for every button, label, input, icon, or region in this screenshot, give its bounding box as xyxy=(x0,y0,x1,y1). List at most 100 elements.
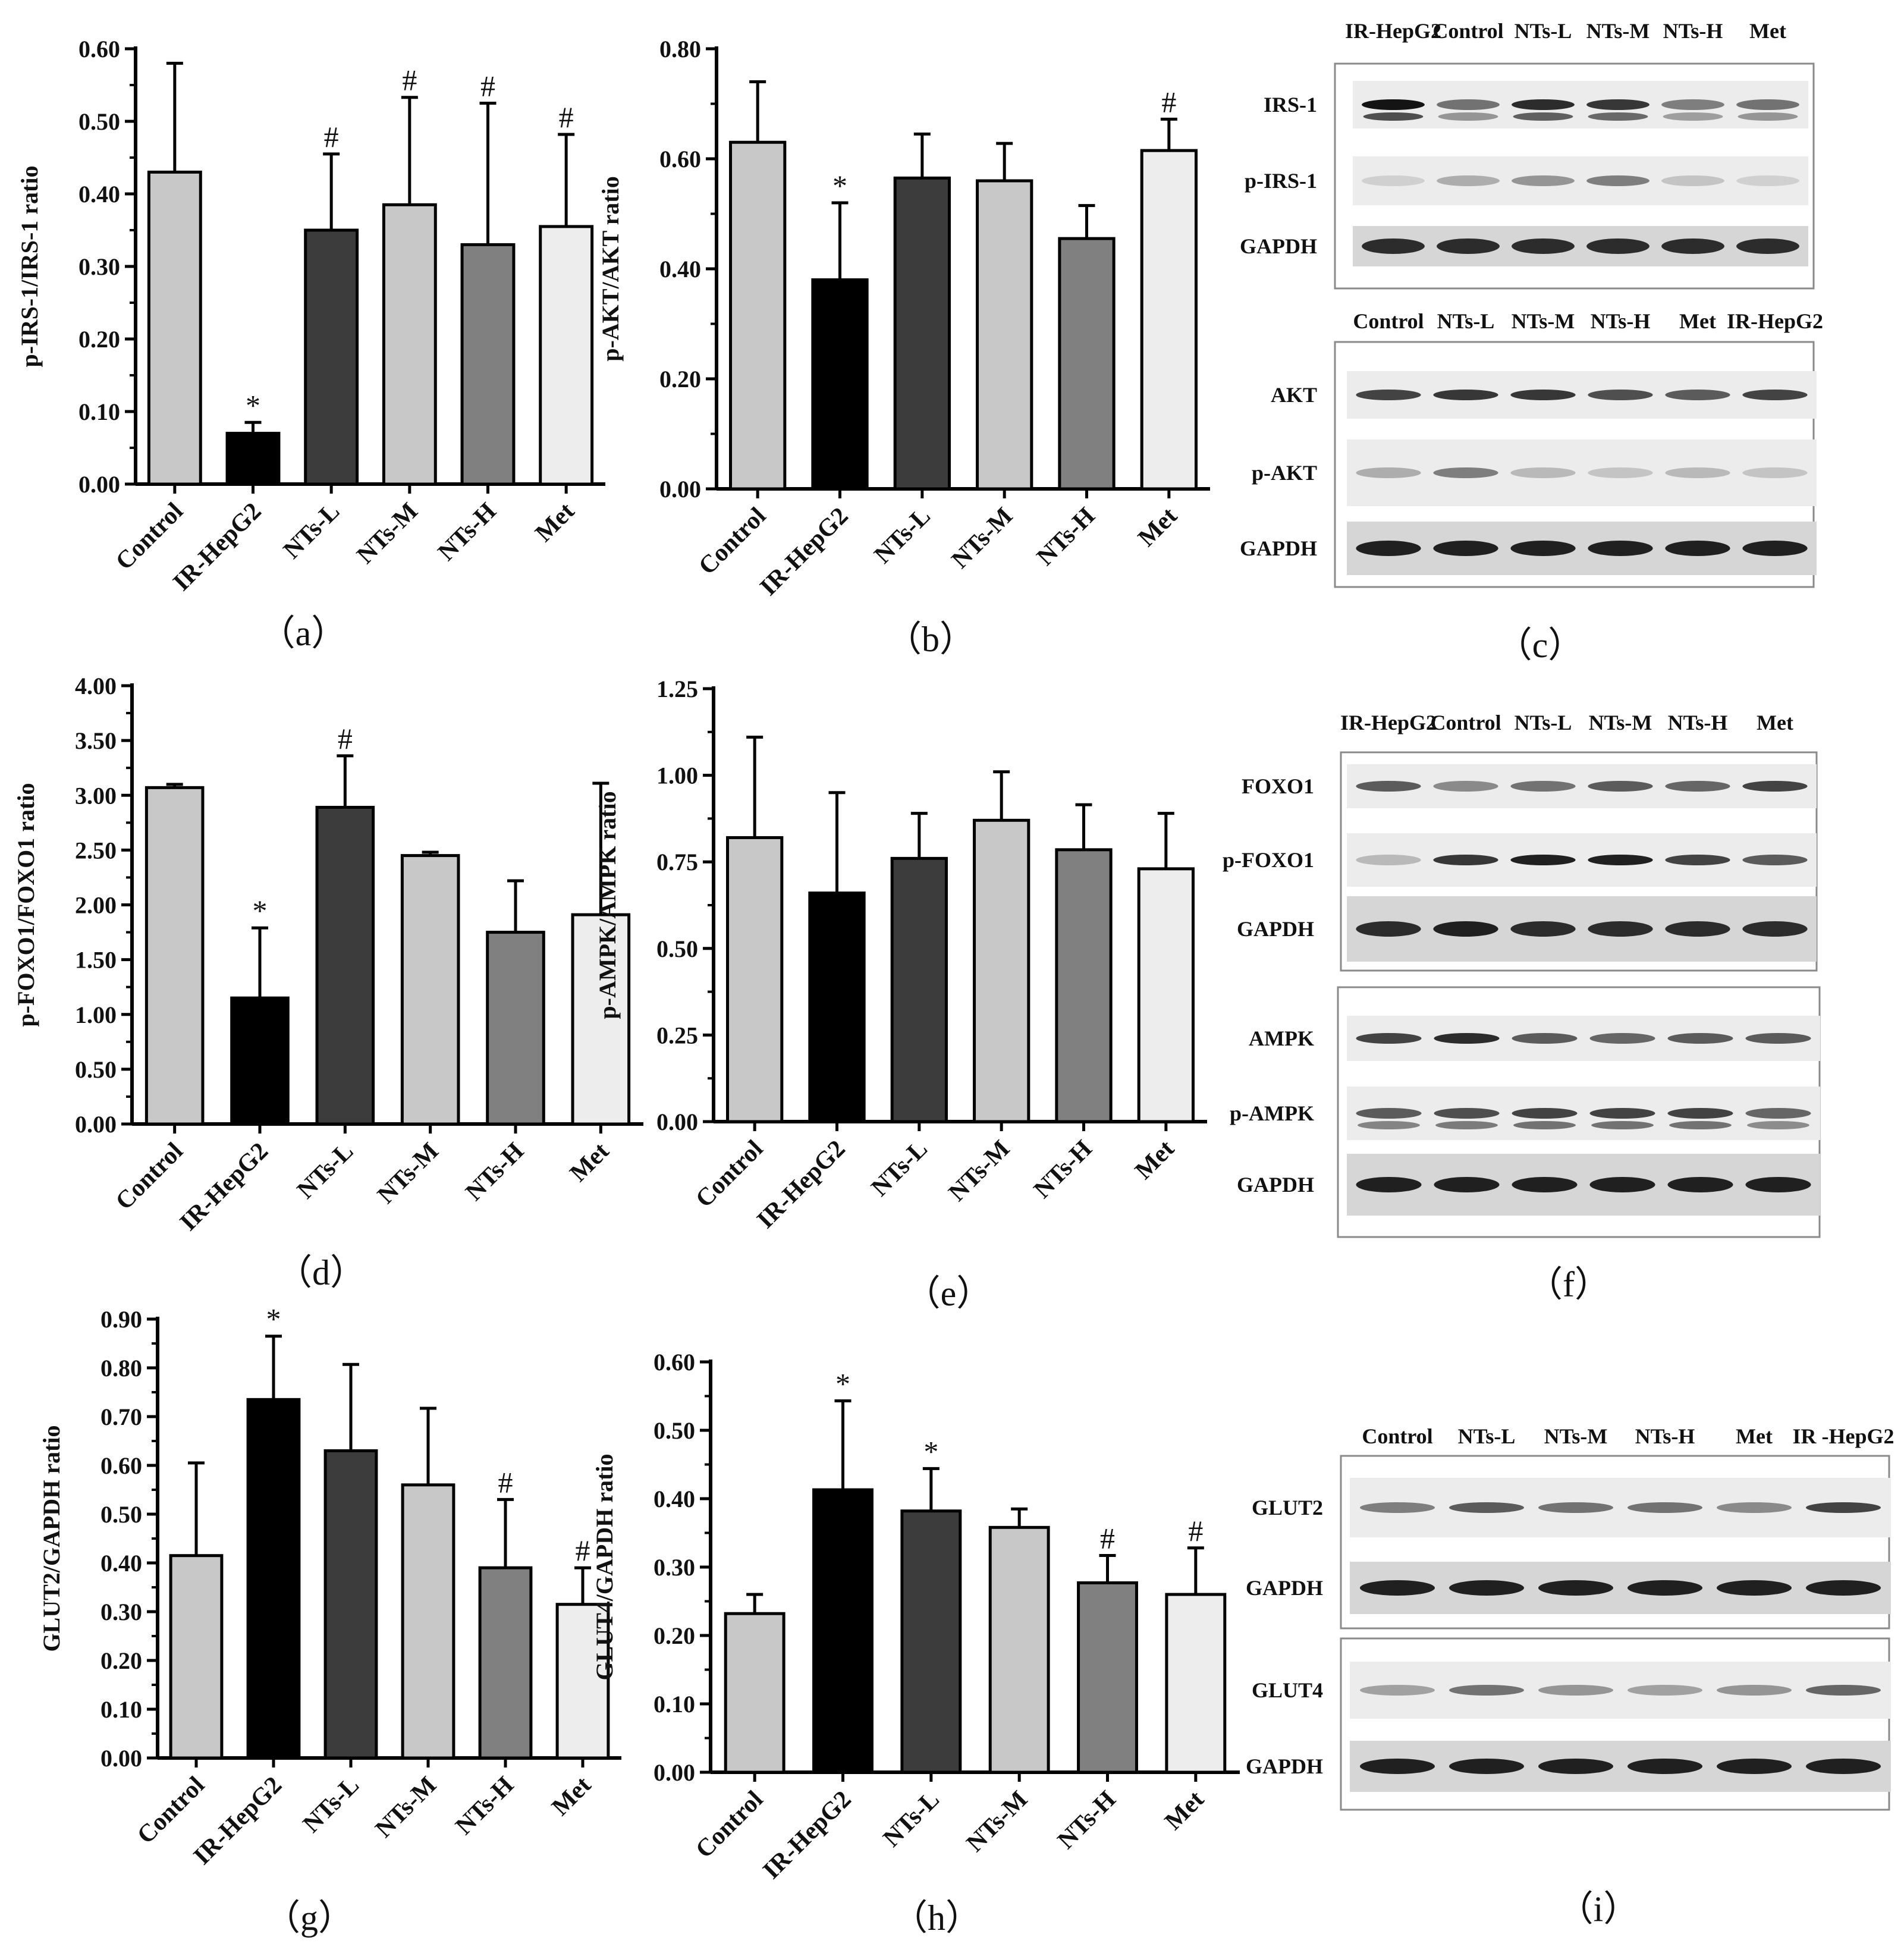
membrane-strip xyxy=(1353,156,1808,205)
significance-mark: # xyxy=(324,120,339,153)
membrane-strip xyxy=(1347,1016,1820,1061)
y-tick-label: 2.50 xyxy=(75,837,117,864)
band xyxy=(1665,390,1730,400)
membrane-strip xyxy=(1347,1154,1820,1216)
lane-label: NTs-H xyxy=(1663,19,1723,43)
significance-mark: * xyxy=(246,388,260,422)
x-tick-label: NTs-L xyxy=(292,1138,359,1204)
x-tick-label: NTs-M xyxy=(944,1135,1016,1207)
band xyxy=(1806,1580,1881,1596)
significance-mark: # xyxy=(576,1534,590,1567)
band-label: IRS-1 xyxy=(1264,93,1317,117)
band xyxy=(1745,1108,1811,1119)
bar-ir-hepg2 xyxy=(811,278,869,491)
y-tick-label: 0.00 xyxy=(653,1759,695,1786)
lane-label: NTs-H xyxy=(1591,309,1651,333)
band xyxy=(1588,467,1653,478)
significance-mark: # xyxy=(338,722,353,755)
lane-label: NTs-M xyxy=(1589,711,1652,734)
significance-mark: # xyxy=(559,101,574,134)
band xyxy=(1742,921,1808,937)
bar-nts-m xyxy=(973,818,1030,1123)
band xyxy=(1433,541,1498,556)
x-tick-label: Control xyxy=(111,1138,188,1216)
y-tick-label: 0.80 xyxy=(659,36,701,62)
panel-caption: （e） xyxy=(905,1274,992,1313)
bar-nts-m xyxy=(976,179,1033,491)
band xyxy=(1742,541,1808,556)
membrane-strip xyxy=(1347,522,1817,575)
band xyxy=(1588,390,1653,400)
band xyxy=(1661,99,1724,110)
band xyxy=(1362,175,1425,186)
significance-mark: # xyxy=(1100,1521,1115,1555)
y-tick-label: 3.50 xyxy=(75,727,117,754)
band xyxy=(1588,921,1653,937)
band xyxy=(1806,1502,1881,1513)
band-secondary xyxy=(1513,112,1573,121)
y-tick-label: 0.50 xyxy=(653,1417,695,1444)
lane-label: Control xyxy=(1432,19,1503,43)
x-tick-label: IR-HepG2 xyxy=(175,1138,274,1236)
significance-mark: * xyxy=(832,169,847,202)
x-tick-label: NTs-H xyxy=(460,1138,529,1207)
band xyxy=(1667,1108,1733,1119)
lane-label: NTs-L xyxy=(1515,711,1572,734)
band-label: p-AMPK xyxy=(1230,1101,1314,1125)
band xyxy=(1627,1580,1702,1596)
bar-nts-l xyxy=(304,228,359,486)
band xyxy=(1512,175,1575,186)
blot-panel-i: Control NTs-L NTs-M NTs-H Met IR -HepG2 GLUT2 G… xyxy=(1246,1424,1894,1929)
band xyxy=(1360,1759,1435,1774)
x-tick-label: Met xyxy=(546,1772,596,1822)
band xyxy=(1449,1759,1524,1774)
membrane-strip xyxy=(1347,896,1817,962)
bar-nts-l xyxy=(315,806,375,1126)
membrane-strip xyxy=(1350,1741,1891,1792)
band xyxy=(1589,1108,1655,1119)
y-tick-label: 0.40 xyxy=(659,256,701,282)
band xyxy=(1742,781,1808,792)
y-tick-label: 3.00 xyxy=(75,782,117,809)
band xyxy=(1745,1177,1811,1192)
y-tick-label: 0.60 xyxy=(78,36,120,62)
bar-met xyxy=(1140,149,1198,491)
y-tick-label: 0.10 xyxy=(653,1691,695,1718)
bar-nts-l xyxy=(323,1449,378,1760)
band xyxy=(1627,1502,1702,1513)
lane-label: NTs-M xyxy=(1586,19,1650,43)
blot-group: Control NTs-L NTs-M NTs-H Met IR-HepG2 AKT p-AK… xyxy=(1240,309,1823,588)
x-tick-label: NTs-M xyxy=(947,503,1019,574)
band xyxy=(1665,541,1730,556)
band xyxy=(1588,541,1653,556)
band xyxy=(1512,99,1575,110)
band-secondary xyxy=(1663,112,1723,121)
y-axis-label: GLUT2/GAPDH ratio xyxy=(38,1425,65,1652)
y-tick-label: 2.00 xyxy=(75,892,117,919)
bar-nts-h xyxy=(486,931,545,1126)
band-secondary xyxy=(1438,112,1498,121)
y-tick-label: 1.00 xyxy=(656,762,698,789)
panel-caption: （d） xyxy=(277,1253,366,1292)
bar-nts-m xyxy=(988,1525,1050,1774)
x-tick-label: NTs-L xyxy=(278,498,345,564)
membrane-strip xyxy=(1353,226,1808,266)
y-tick-label: 0.70 xyxy=(100,1404,142,1430)
band xyxy=(1434,1033,1500,1044)
bar-nts-l xyxy=(893,176,951,491)
bar-control xyxy=(147,170,202,486)
bar-nts-h xyxy=(460,243,516,486)
band xyxy=(1356,467,1421,478)
membrane-strip xyxy=(1347,833,1817,887)
y-tick-label: 0.20 xyxy=(653,1622,695,1649)
band xyxy=(1742,855,1808,865)
y-tick-label: 0.75 xyxy=(656,849,698,875)
band-label: GAPDH xyxy=(1246,1754,1323,1778)
band-label: GLUT4 xyxy=(1252,1678,1323,1702)
band xyxy=(1360,1685,1435,1696)
band-label: GLUT2 xyxy=(1252,1496,1323,1520)
bar-ir-hepg2 xyxy=(230,996,290,1126)
band xyxy=(1360,1580,1435,1596)
membrane-strip xyxy=(1347,371,1817,419)
